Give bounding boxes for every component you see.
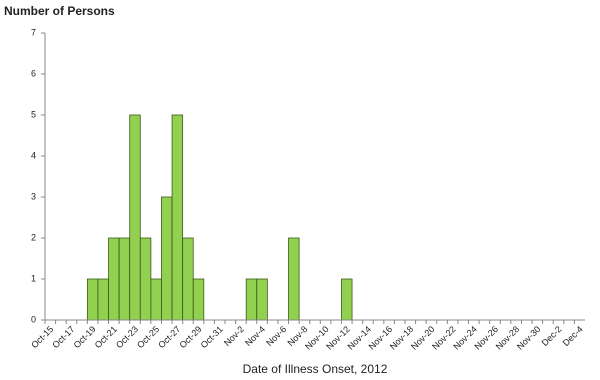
bar	[150, 278, 162, 321]
x-tick-label: Nov-6	[264, 324, 288, 348]
bar	[182, 237, 194, 321]
y-tick-label: 3	[31, 191, 36, 201]
bar	[256, 278, 268, 321]
bar	[161, 196, 173, 321]
x-tick-label: Oct-15	[29, 324, 55, 350]
x-tick-label: Oct-21	[93, 324, 119, 350]
x-tick-label: Oct-27	[156, 324, 182, 350]
bar	[245, 278, 258, 321]
x-tick-label: Dec-4	[561, 324, 585, 348]
y-tick-label: 1	[31, 273, 36, 283]
x-tick-label: Oct-29	[177, 324, 203, 350]
y-tick-label: 5	[31, 109, 36, 119]
x-tick-label: Oct-25	[135, 324, 161, 350]
x-tick-label: Nov-30	[515, 324, 543, 352]
y-tick-label: 0	[31, 314, 36, 324]
bar	[86, 278, 99, 321]
y-tick-label: 7	[31, 27, 36, 37]
x-tick-label: Nov-2	[222, 324, 246, 348]
bar	[192, 278, 205, 321]
x-axis-title: Date of Illness Onset, 2012	[243, 362, 388, 376]
x-tick-label: Oct-19	[72, 324, 98, 350]
x-tick-label: Nov-4	[243, 324, 267, 348]
y-tick-label: 2	[31, 232, 36, 242]
bar	[118, 237, 131, 321]
bar	[139, 237, 152, 321]
chart-title: Number of Persons	[4, 4, 115, 18]
bar	[97, 278, 109, 321]
x-tick-label: Oct-23	[114, 324, 140, 350]
bar	[108, 237, 120, 321]
bar	[129, 114, 141, 321]
x-tick-label: Oct-17	[50, 324, 76, 350]
bar	[288, 237, 300, 321]
x-tick-label: Dec-2	[540, 324, 564, 348]
y-tick-label: 4	[31, 150, 36, 160]
bar	[341, 278, 353, 321]
bar	[171, 114, 184, 321]
x-tick-label: Oct-31	[199, 324, 225, 350]
y-tick-label: 6	[31, 68, 36, 78]
